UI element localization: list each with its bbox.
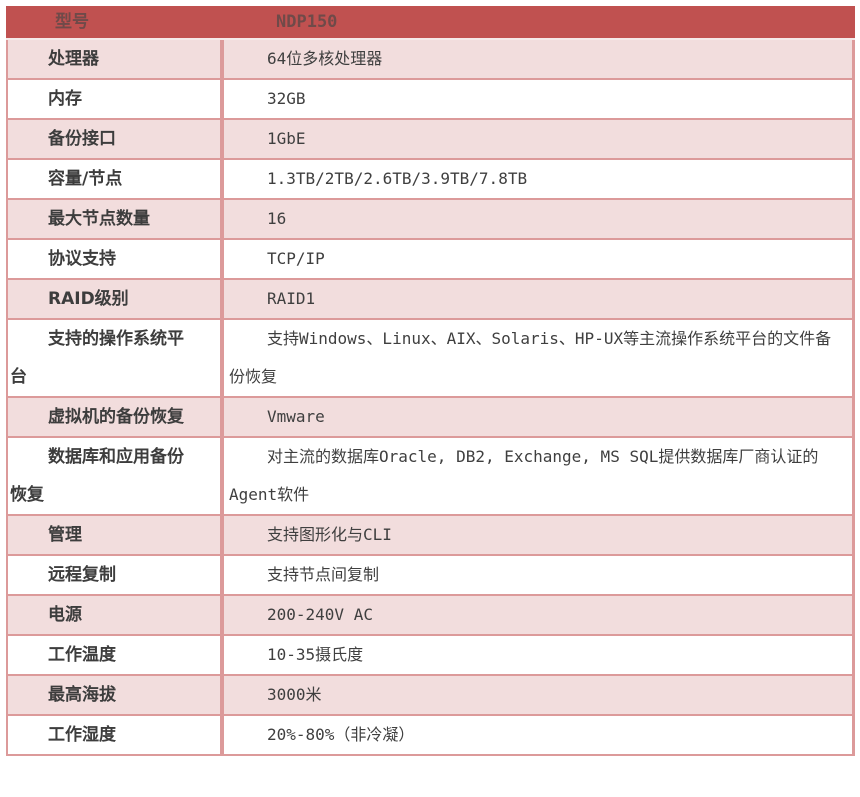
spec-value: 32GB [267, 89, 306, 108]
spec-label: 最大节点数量 [8, 200, 224, 238]
spec-value: Vmware [267, 407, 325, 426]
spec-label: 工作温度 [8, 636, 224, 674]
spec-value: 64位多核处理器 [267, 49, 383, 68]
spec-value: 支持Windows、Linux、AIX、Solaris、HP-UX等主流操作系统… [229, 329, 832, 386]
table-row: 工作湿度 20%-80%（非冷凝） [6, 716, 855, 756]
spec-value: RAID1 [267, 289, 316, 308]
table-row: 远程复制 支持节点间复制 [6, 556, 855, 596]
spec-value: 3000米 [267, 685, 322, 704]
spec-value: 20%-80%（非冷凝） [267, 725, 415, 744]
spec-value: 1GbE [267, 129, 306, 148]
table-row: 数据库和应用备份恢复 对主流的数据库Oracle, DB2, Exchange, … [6, 438, 855, 516]
spec-label: 工作湿度 [8, 716, 224, 754]
spec-label: 内存 [8, 80, 224, 118]
spec-value: 对主流的数据库Oracle, DB2, Exchange, MS SQL提供数据… [229, 447, 819, 504]
spec-label: 处理器 [8, 40, 224, 78]
table-row: 工作温度 10-35摄氏度 [6, 636, 855, 676]
spec-label: 备份接口 [8, 120, 224, 158]
spec-label: 容量/节点 [8, 160, 224, 198]
spec-label: 管理 [8, 516, 224, 554]
product-spec-table: 型号 NDP150 处理器 64位多核处理器内存 32GB 备份接口 1GbE 容量/节点… [6, 6, 855, 756]
spec-label: 数据库和应用备份恢复 [8, 438, 224, 514]
spec-label: 虚拟机的备份恢复 [8, 398, 224, 436]
table-row: 管理 支持图形化与CLI [6, 516, 855, 556]
table-row: 协议支持 TCP/IP [6, 240, 855, 280]
spec-value: 1.3TB/2TB/2.6TB/3.9TB/7.8TB [267, 169, 528, 188]
spec-value: 支持节点间复制 [267, 565, 380, 584]
spec-value: 16 [267, 209, 287, 228]
table-row: 备份接口 1GbE [6, 120, 855, 160]
header-model-value: NDP150 [276, 12, 338, 32]
table-row: 内存 32GB [6, 80, 855, 120]
table-row: RAID级别 RAID1 [6, 280, 855, 320]
spec-label: RAID级别 [8, 280, 224, 318]
table-header-row: 型号 NDP150 [6, 6, 855, 40]
spec-value: TCP/IP [267, 249, 325, 268]
spec-label: 协议支持 [8, 240, 224, 278]
table-row: 容量/节点 1.3TB/2TB/2.6TB/3.9TB/7.8TB [6, 160, 855, 200]
table-row: 电源 200-240V AC [6, 596, 855, 636]
spec-label: 远程复制 [8, 556, 224, 594]
header-model-label: 型号 [55, 12, 89, 32]
table-row: 最高海拔 3000米 [6, 676, 855, 716]
table-row: 处理器 64位多核处理器 [6, 40, 855, 80]
table-body: 处理器 64位多核处理器内存 32GB 备份接口 1GbE 容量/节点 1.3TB/2TB/… [6, 40, 855, 756]
table-row: 支持的操作系统平台 支持Windows、Linux、AIX、Solaris、HP-… [6, 320, 855, 398]
spec-value: 支持图形化与CLI [267, 525, 392, 544]
spec-label: 电源 [8, 596, 224, 634]
spec-label: 支持的操作系统平台 [8, 320, 224, 396]
spec-value: 200-240V AC [267, 605, 373, 624]
table-row: 虚拟机的备份恢复 Vmware [6, 398, 855, 438]
table-row: 最大节点数量 16 [6, 200, 855, 240]
spec-value: 10-35摄氏度 [267, 645, 364, 664]
spec-label: 最高海拔 [8, 676, 224, 714]
